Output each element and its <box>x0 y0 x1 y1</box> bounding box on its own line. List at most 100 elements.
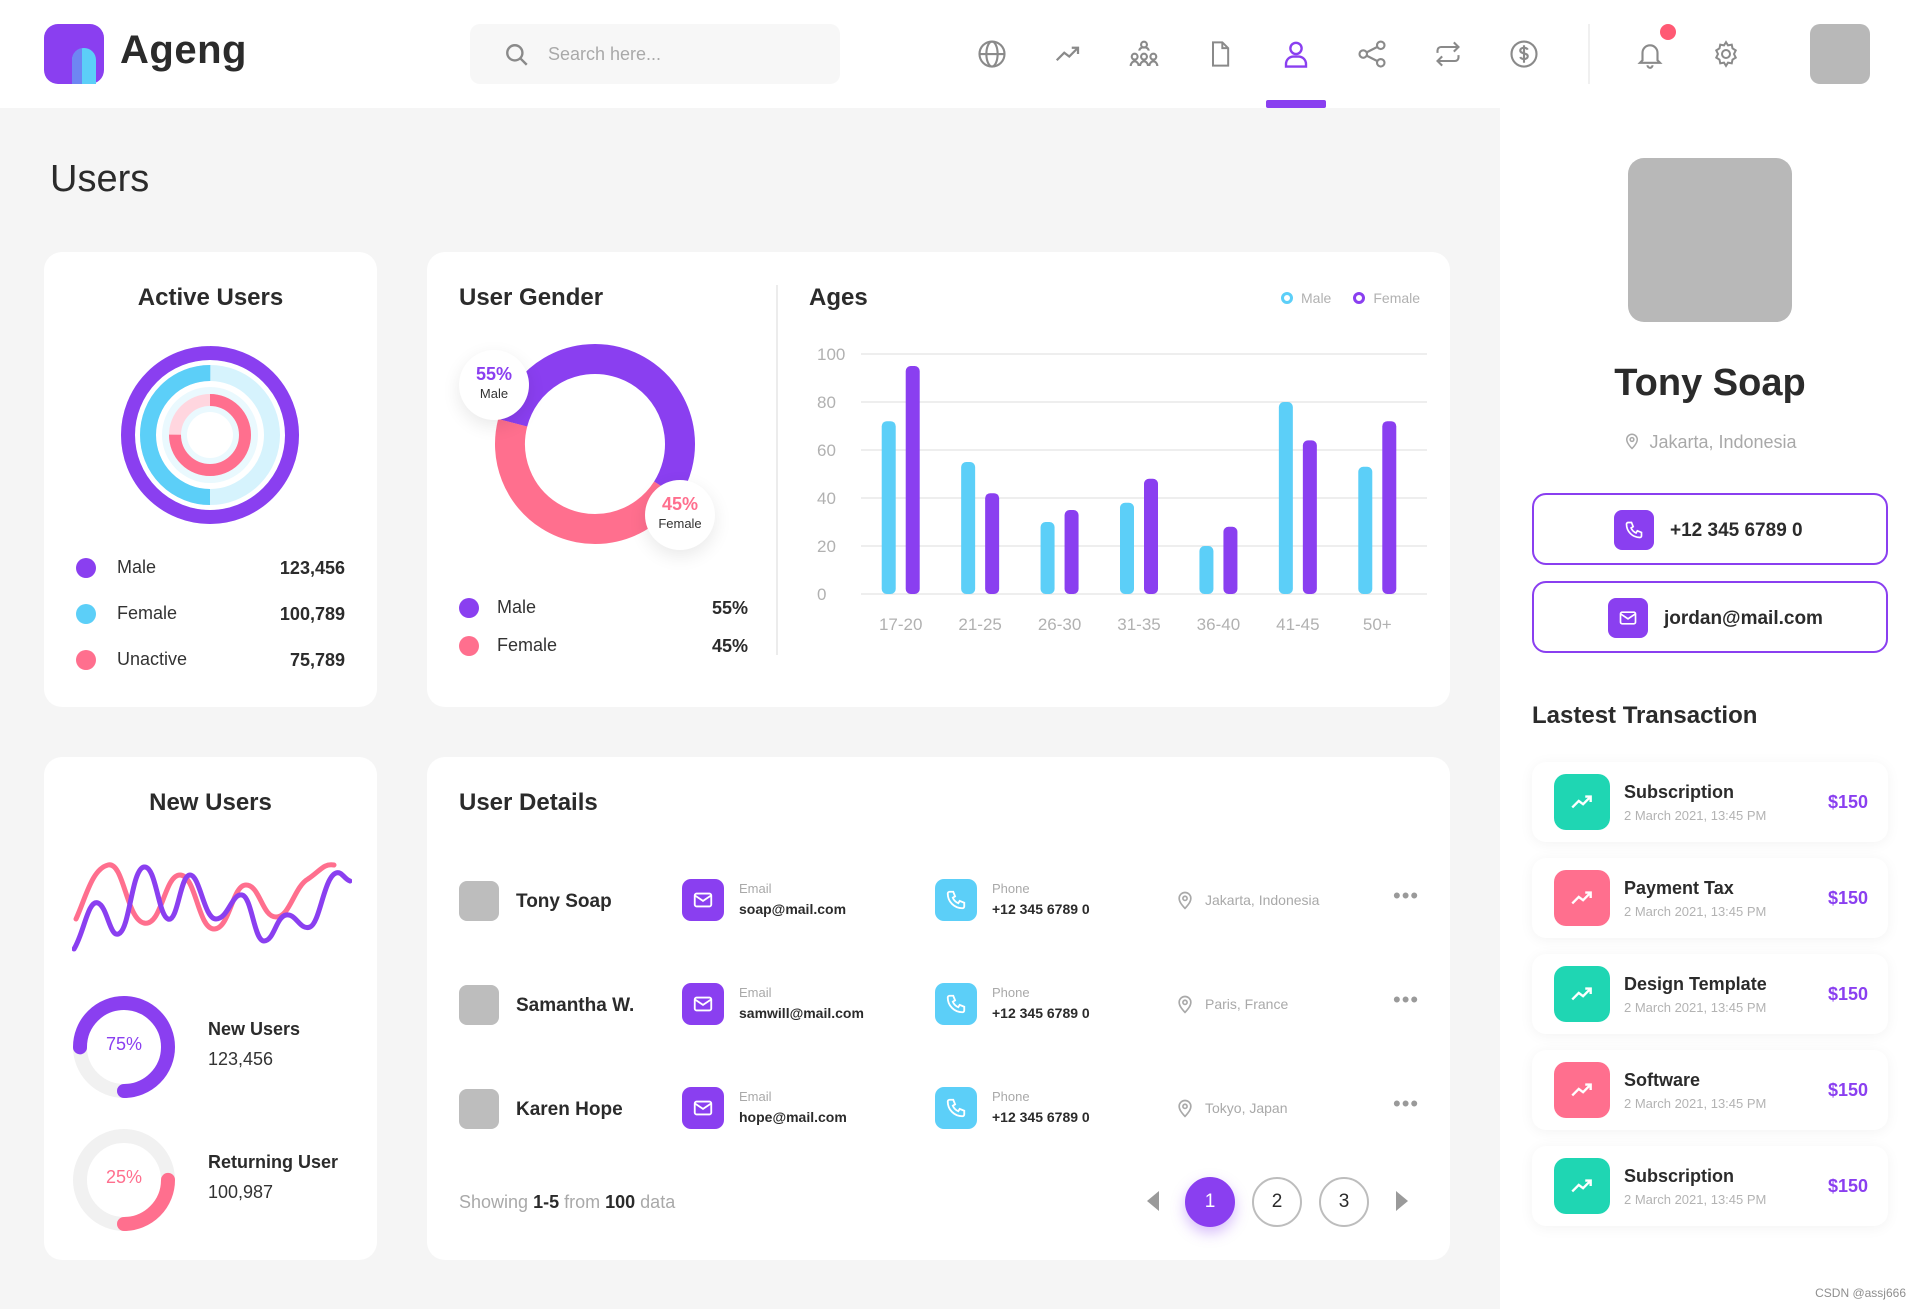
legend-male-marker <box>1281 292 1293 304</box>
summary-total: 100 <box>605 1192 636 1212</box>
profile-location: Jakarta, Indonesia <box>1500 431 1920 453</box>
nav-finance-button[interactable] <box>1504 34 1544 74</box>
nav-network-button[interactable] <box>1124 34 1164 74</box>
transaction-item[interactable]: Subscription 2 March 2021, 13:45 PM $150 <box>1532 762 1888 842</box>
email-button[interactable]: jordan@mail.com <box>1532 581 1888 653</box>
mail-icon <box>693 892 713 908</box>
bar-male-17-20[interactable] <box>881 421 896 594</box>
transaction-name: Software <box>1624 1070 1701 1090</box>
email-value[interactable]: soap@mail.com <box>739 901 847 917</box>
phone-icon <box>1625 521 1643 539</box>
bar-male-36-40[interactable] <box>1199 546 1214 594</box>
transaction-date: 2 March 2021, 13:45 PM <box>1624 1192 1767 1207</box>
transaction-name: Payment Tax <box>1624 878 1734 898</box>
user-avatar[interactable] <box>1810 24 1870 84</box>
transaction-amount: $150 <box>1827 984 1868 1004</box>
phone-icon-box <box>935 879 977 921</box>
nav-users-button[interactable] <box>1276 34 1316 74</box>
legend-label: Unactive <box>117 649 188 669</box>
next-page-button[interactable] <box>1394 1189 1410 1213</box>
gear-icon <box>1714 40 1738 68</box>
bar-male-41-45[interactable] <box>1278 402 1293 594</box>
phone-icon <box>946 994 966 1014</box>
settings-button[interactable] <box>1706 34 1746 74</box>
notifications-button[interactable] <box>1630 34 1670 74</box>
x-tick-label: 21-25 <box>958 615 1001 632</box>
bar-male-31-35[interactable] <box>1120 502 1134 594</box>
email-value[interactable]: hope@mail.com <box>739 1109 847 1125</box>
chevron-right-icon <box>1396 1191 1408 1211</box>
ring-progress <box>73 996 175 1098</box>
user-name[interactable]: Tony Soap <box>516 891 612 912</box>
bar-female-21-25[interactable] <box>985 493 1000 594</box>
phone-label: Phone <box>992 881 1030 896</box>
legend-value-unactive: 75,789 <box>289 650 345 670</box>
transaction-item[interactable]: Payment Tax 2 March 2021, 13:45 PM $150 <box>1532 858 1888 938</box>
page-3-button[interactable]: 3 <box>1319 1177 1369 1227</box>
transaction-item[interactable]: Design Template 2 March 2021, 13:45 PM $… <box>1532 954 1888 1034</box>
nav-globe-button[interactable] <box>972 34 1012 74</box>
page-1-button[interactable]: 1 <box>1185 1177 1235 1227</box>
nav-share-button[interactable] <box>1352 34 1392 74</box>
transaction-item[interactable]: Software 2 March 2021, 13:45 PM $150 <box>1532 1050 1888 1130</box>
bar-female-26-30[interactable] <box>1064 510 1079 594</box>
bar-female-41-45[interactable] <box>1302 440 1317 594</box>
nav-trending-button[interactable] <box>1048 34 1088 74</box>
search-box[interactable] <box>470 24 840 84</box>
profile-name: Tony Soap <box>1614 362 1806 404</box>
bar-female-17-20[interactable] <box>905 366 920 594</box>
legend-female-marker <box>1353 292 1366 304</box>
chevron-left-icon <box>1147 1191 1159 1211</box>
topbar-divider <box>1588 24 1590 84</box>
legend-dot <box>76 649 96 670</box>
phone-value[interactable]: +12 345 6789 0 <box>992 901 1090 917</box>
x-tick-label: 26-30 <box>1038 615 1081 632</box>
x-tick-label: 36-40 <box>1197 615 1240 632</box>
transaction-item[interactable]: Subscription 2 March 2021, 13:45 PM $150 <box>1532 1146 1888 1226</box>
nav-document-button[interactable] <box>1200 34 1240 74</box>
row-more-button[interactable]: ••• <box>1393 883 1420 908</box>
legend-value-male: 123,456 <box>279 558 345 578</box>
trending-icon <box>1055 46 1080 62</box>
email-value[interactable]: samwill@mail.com <box>739 1005 864 1021</box>
row-more-button[interactable]: ••• <box>1393 1091 1420 1116</box>
location-text: Paris, France <box>1205 996 1289 1012</box>
male-badge-label: Male <box>479 386 509 401</box>
page-2-button[interactable]: 2 <box>1252 1177 1302 1227</box>
returning-user-percentage: 25% <box>105 1167 143 1187</box>
phone-label: Phone <box>992 1089 1030 1104</box>
avatar <box>459 1089 499 1129</box>
active-users-card: Active Users Male 123,456 Female 100,789… <box>44 252 377 707</box>
bar-male-21-25[interactable] <box>961 462 976 594</box>
transaction-icon-box <box>1554 870 1610 926</box>
active-users-radial-chart <box>120 346 299 524</box>
phone-icon <box>946 890 966 910</box>
transaction-date: 2 March 2021, 13:45 PM <box>1624 808 1767 823</box>
bar-female-50+[interactable] <box>1382 421 1397 594</box>
legend-label: Female <box>117 603 178 623</box>
app-logo-icon[interactable] <box>44 24 104 84</box>
phone-value[interactable]: +12 345 6789 0 <box>992 1109 1090 1125</box>
bar-male-26-30[interactable] <box>1040 522 1055 594</box>
user-name[interactable]: Karen Hope <box>516 1099 623 1120</box>
nav-repeat-button[interactable] <box>1428 34 1468 74</box>
gender-ages-card: User Gender 55% Male 45% Female Male 55%… <box>427 252 1450 707</box>
transaction-amount: $150 <box>1827 1176 1868 1196</box>
globe-icon <box>978 40 1006 68</box>
bar-male-50+[interactable] <box>1358 466 1373 594</box>
row-more-button[interactable]: ••• <box>1393 987 1420 1012</box>
mail-icon <box>693 996 713 1012</box>
bar-female-31-35[interactable] <box>1144 478 1158 594</box>
phone-value[interactable]: +12 345 6789 0 <box>992 1005 1090 1021</box>
call-button[interactable]: +12 345 6789 0 <box>1532 493 1888 565</box>
user-name[interactable]: Samantha W. <box>516 995 635 1016</box>
transaction-date: 2 March 2021, 13:45 PM <box>1624 1000 1767 1015</box>
card-divider <box>776 285 778 655</box>
previous-page-button[interactable] <box>1145 1189 1161 1213</box>
new-users-count: 123,456 <box>208 1049 274 1069</box>
bar-female-36-40[interactable] <box>1223 526 1238 594</box>
transaction-icon-box <box>1554 966 1610 1022</box>
search-input[interactable] <box>548 36 818 72</box>
mail-icon <box>1619 611 1637 625</box>
location-pin-icon <box>1178 891 1192 910</box>
